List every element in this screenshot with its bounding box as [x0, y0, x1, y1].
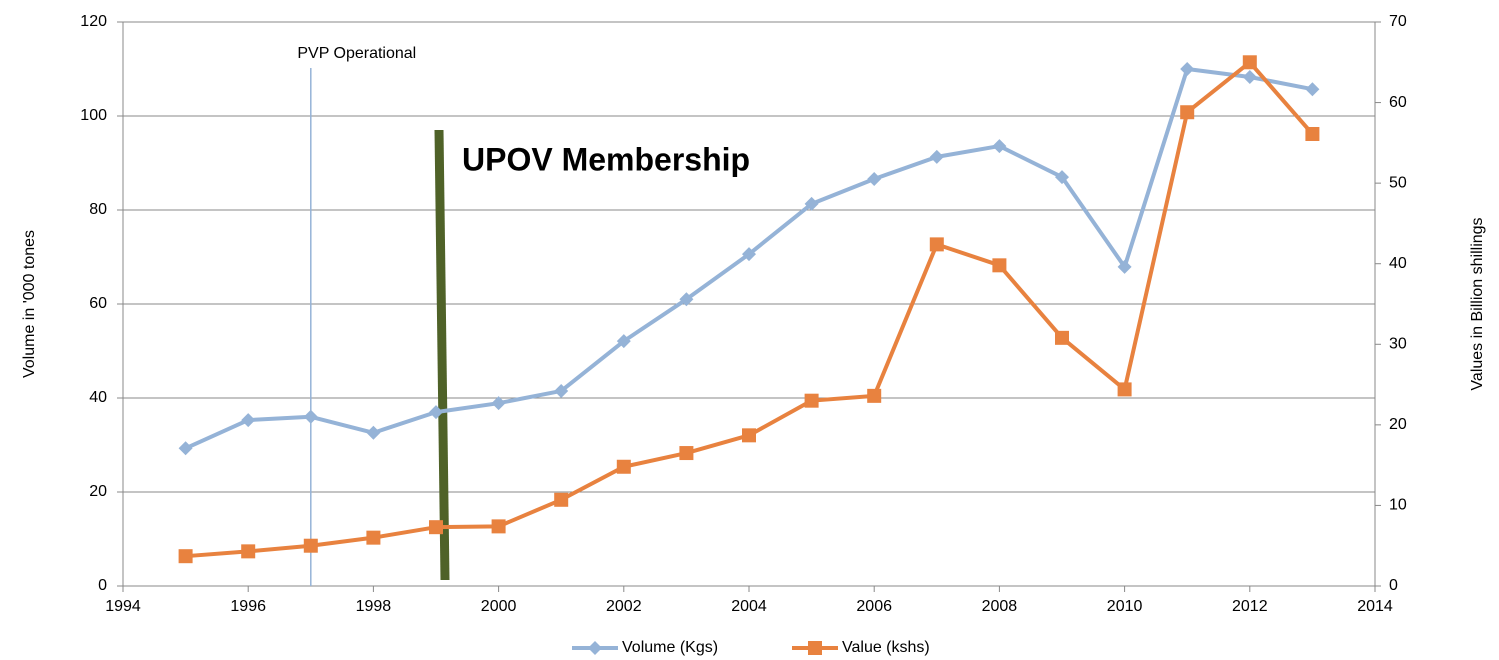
y-tick-label: 100 [80, 107, 107, 124]
marker [616, 459, 631, 474]
marker [303, 409, 318, 424]
x-tick-label: 2014 [1357, 598, 1393, 615]
marker [1305, 126, 1320, 141]
marker [178, 441, 193, 456]
marker [808, 641, 822, 655]
y2-axis-label: Values in Billion shillings [1469, 217, 1486, 390]
y2-tick-label: 20 [1389, 416, 1407, 433]
annotation-text: PVP Operational [297, 45, 416, 62]
marker [1305, 82, 1320, 97]
series-line [185, 60, 1314, 559]
marker [491, 396, 506, 411]
marker [742, 247, 756, 262]
marker [554, 492, 569, 507]
x-tick-label: 2006 [856, 598, 892, 615]
y2-tick-label: 0 [1389, 577, 1398, 594]
marker [1055, 330, 1069, 345]
marker [303, 538, 318, 553]
y2-tick-label: 60 [1389, 94, 1407, 111]
marker [1055, 170, 1069, 185]
x-tick-label: 2000 [481, 598, 517, 615]
marker [366, 530, 381, 545]
y-tick-label: 60 [89, 295, 107, 312]
marker [588, 641, 602, 655]
marker [241, 544, 256, 559]
x-tick-label: 2010 [1107, 598, 1143, 615]
marker [867, 171, 882, 186]
y2-tick-label: 10 [1389, 497, 1407, 514]
marker [616, 334, 631, 349]
x-tick-label: 2002 [606, 598, 642, 615]
annotation-line [434, 129, 450, 581]
marker [178, 549, 193, 564]
y2-tick-label: 70 [1389, 13, 1407, 30]
x-tick-label: 1994 [105, 598, 141, 615]
marker [679, 292, 694, 307]
y-tick-label: 20 [89, 483, 107, 500]
x-tick-label: 1996 [230, 598, 266, 615]
marker [1180, 62, 1195, 76]
x-tick-label: 2012 [1232, 598, 1268, 615]
marker [429, 520, 443, 535]
x-tick-label: 1998 [356, 598, 392, 615]
y2-tick-label: 40 [1389, 255, 1407, 272]
marker [992, 139, 1007, 154]
marker [554, 383, 569, 398]
legend-label: Value (kshs) [842, 639, 930, 656]
marker [804, 393, 819, 408]
y-tick-label: 120 [80, 13, 107, 30]
legend-label: Volume (Kgs) [622, 639, 718, 656]
y2-tick-label: 30 [1389, 336, 1407, 353]
x-tick-label: 2008 [982, 598, 1018, 615]
marker [867, 388, 882, 403]
marker [1180, 105, 1195, 120]
marker [491, 519, 506, 534]
marker [929, 149, 944, 164]
marker [929, 237, 944, 252]
y-tick-label: 0 [98, 577, 107, 594]
marker [804, 196, 819, 211]
marker [1242, 55, 1257, 70]
marker [429, 405, 443, 420]
marker [992, 258, 1007, 273]
marker [742, 428, 756, 443]
marker [1117, 259, 1132, 274]
y-axis-label: Volume in '000 tones [21, 230, 38, 378]
y-tick-label: 40 [89, 389, 107, 406]
marker [1117, 382, 1132, 397]
y2-tick-label: 50 [1389, 174, 1407, 191]
marker [679, 446, 694, 461]
marker [1242, 69, 1257, 84]
marker [241, 413, 256, 428]
x-tick-label: 2004 [731, 598, 767, 615]
annotation-text: UPOV Membership [462, 141, 750, 177]
y-tick-label: 80 [89, 201, 107, 218]
marker [366, 425, 381, 440]
